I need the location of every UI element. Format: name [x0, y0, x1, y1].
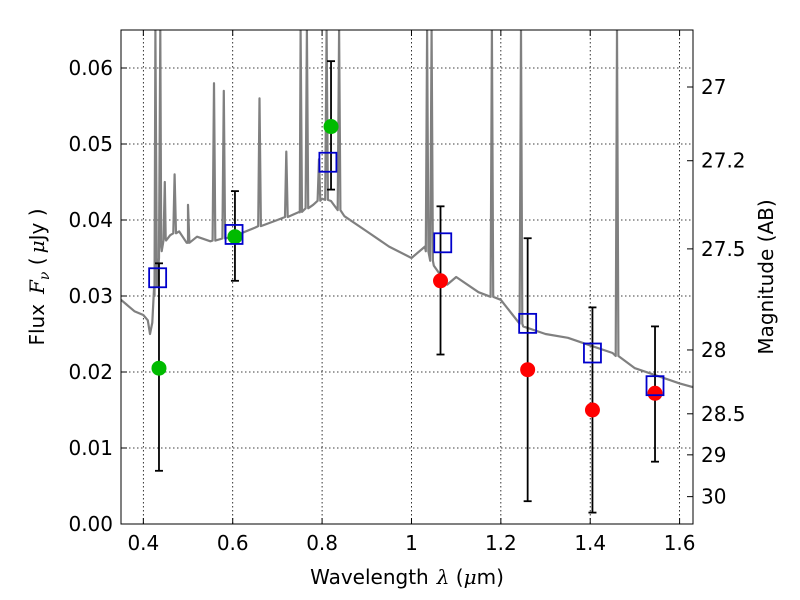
y-tick-label: 0.04	[68, 208, 113, 232]
x-tick-label: 1.6	[664, 531, 696, 555]
x-tick-label: 1.2	[485, 531, 517, 555]
data-point-green	[227, 229, 243, 245]
y2-tick-label: 29	[701, 443, 726, 467]
y-tick-label: 0.03	[68, 284, 113, 308]
data-point-red	[520, 362, 536, 378]
model-flux-square	[318, 151, 338, 173]
model-sed	[121, 30, 693, 389]
data-point-green	[151, 360, 167, 376]
data-point-green	[323, 119, 339, 135]
x-tick-label: 1	[405, 531, 418, 555]
y2-axis-title: Magnitude (AB)	[754, 199, 778, 354]
axis-ticks: 0.4 0.6 0.8 1 1.2 1.4 1.6 0.00 0.01 0.02 0.03 0.04 0…	[68, 30, 746, 555]
model-flux-square	[518, 312, 538, 334]
data-markers	[148, 119, 665, 418]
model-flux-square	[148, 267, 168, 289]
y2-tick-label: 30	[701, 485, 726, 509]
y2-tick-label: 28	[701, 338, 726, 362]
y-tick-label: 0.06	[68, 56, 113, 80]
x-axis-title: Wavelength λ (μm)	[310, 565, 504, 589]
y2-tick-label: 27.5	[701, 237, 746, 261]
data-point-red	[647, 385, 663, 401]
x-tick-label: 0.8	[306, 531, 338, 555]
model-sed-line	[121, 30, 693, 389]
model-flux-square	[224, 224, 244, 245]
y-tick-label: 0.05	[68, 132, 113, 156]
y-tick-label: 0.00	[68, 512, 113, 536]
grid	[121, 30, 693, 525]
x-tick-label: 0.6	[217, 531, 249, 555]
y-tick-label: 0.02	[68, 360, 113, 384]
plot-frame	[120, 29, 694, 525]
data-point-red	[433, 273, 449, 289]
y-tick-label: 0.01	[68, 436, 113, 460]
y2-tick-label: 27	[701, 75, 726, 99]
y2-tick-label: 27.2	[701, 149, 746, 173]
x-tick-label: 1.4	[574, 531, 606, 555]
model-flux-square	[433, 232, 453, 254]
x-tick-label: 0.4	[127, 531, 159, 555]
data-point-red	[584, 402, 600, 418]
error-bars	[154, 60, 660, 514]
y2-tick-label: 28.5	[701, 402, 746, 426]
model-flux-square	[645, 375, 665, 397]
model-flux-square	[583, 342, 602, 364]
y-axis-title: FluxFν (μJy )	[25, 208, 53, 345]
